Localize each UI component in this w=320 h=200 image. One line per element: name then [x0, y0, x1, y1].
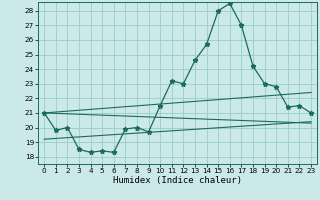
X-axis label: Humidex (Indice chaleur): Humidex (Indice chaleur) — [113, 176, 242, 185]
